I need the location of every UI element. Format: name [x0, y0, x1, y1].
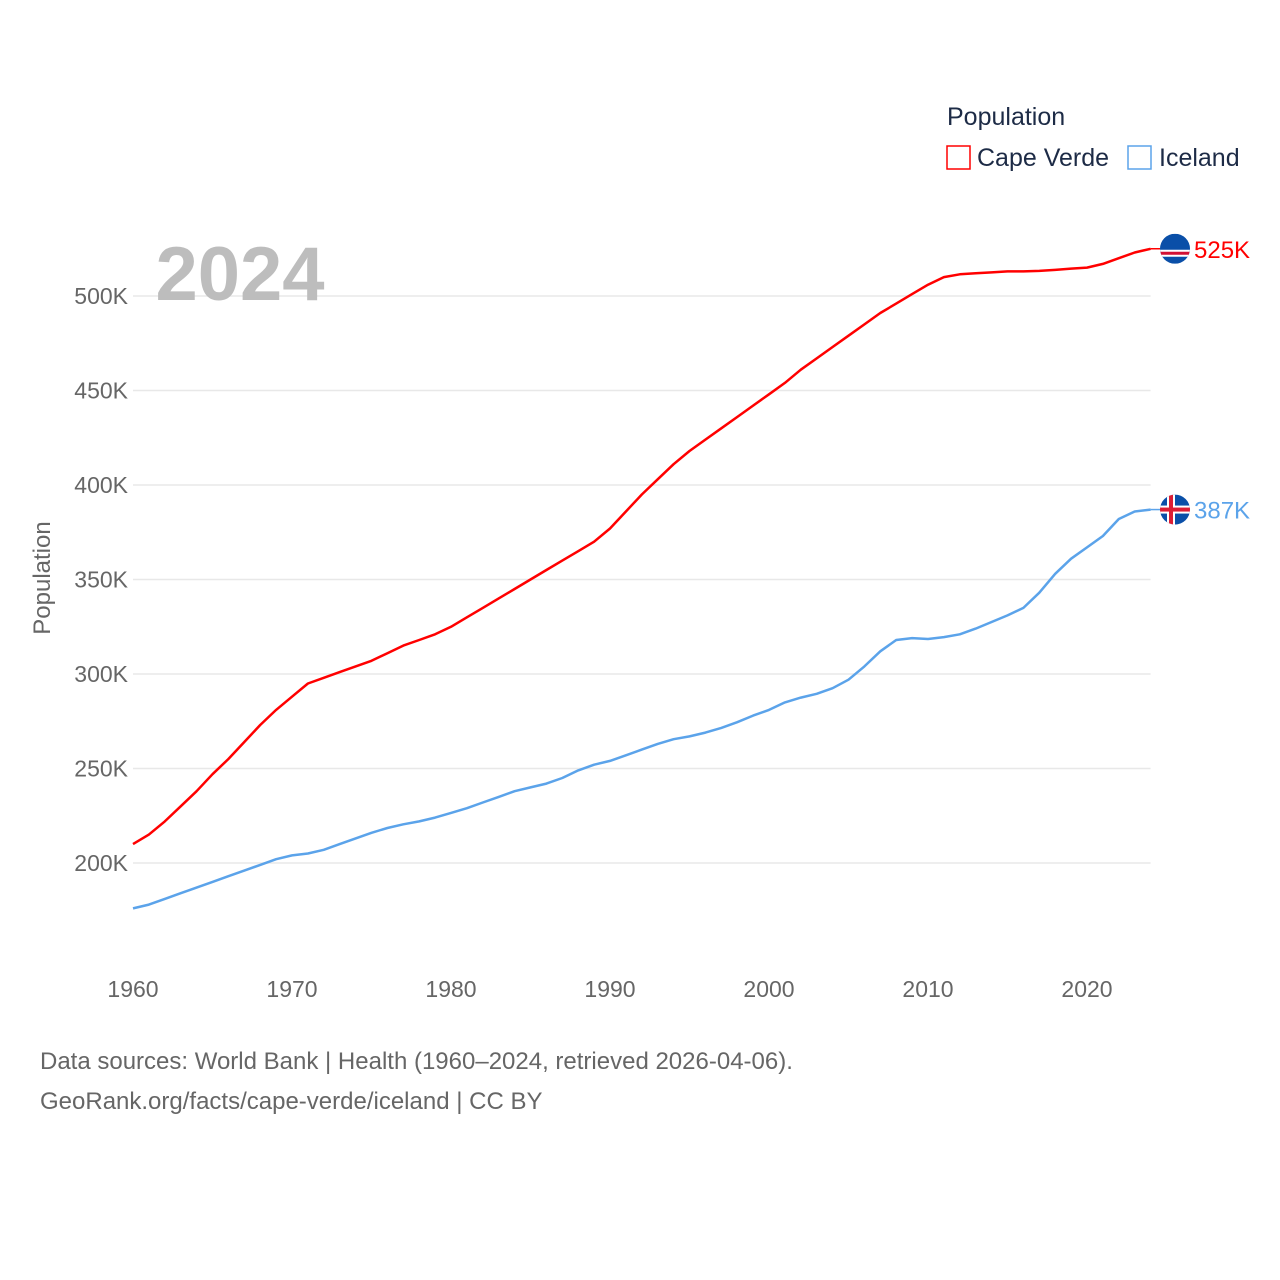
y-tick-label: 300K [74, 661, 128, 687]
iceland-flag-icon [1160, 494, 1190, 525]
legend-label-cape-verde[interactable]: Cape Verde [977, 144, 1109, 172]
x-tick-label: 2000 [743, 976, 794, 1002]
flag-stripe [1160, 251, 1190, 255]
legend-label-iceland[interactable]: Iceland [1159, 144, 1240, 172]
cape-verde-flag-icon [1160, 233, 1190, 264]
footer-attribution[interactable]: GeoRank.org/facts/cape-verde/iceland | C… [40, 1088, 542, 1115]
legend-title: Population [947, 103, 1065, 131]
x-tick-label: 2020 [1061, 976, 1112, 1002]
series-line-cape-verde[interactable] [132, 247, 1151, 846]
year-label: 2024 [155, 232, 324, 317]
y-tick-label: 400K [74, 472, 128, 498]
series-line-iceland[interactable] [132, 508, 1151, 910]
flag-body [1160, 494, 1190, 525]
flag-field [1160, 233, 1190, 264]
x-tick-label: 1970 [266, 976, 317, 1002]
x-tick-label: 1980 [425, 976, 476, 1002]
x-tick-label: 1990 [584, 976, 635, 1002]
footer-sources: Data sources: World Bank | Health (1960–… [40, 1048, 793, 1075]
legend-swatch-iceland[interactable] [1127, 145, 1152, 170]
flag-cross [1160, 507, 1190, 512]
y-tick-label: 500K [74, 283, 128, 309]
y-tick-label: 200K [74, 850, 128, 876]
legend: Population Cape Verde Iceland [946, 103, 1240, 172]
x-tick-label: 2010 [902, 976, 953, 1002]
y-tick-label: 450K [74, 378, 128, 404]
flag-cross [1169, 494, 1173, 525]
y-tick-label: 250K [74, 756, 128, 782]
flag-body [1160, 233, 1190, 264]
y-tick-label: 350K [74, 567, 128, 593]
legend-swatch-cape-verde[interactable] [946, 145, 971, 170]
end-value-label-iceland: 387K [1194, 498, 1250, 525]
x-tick-label: 1960 [107, 976, 158, 1002]
y-axis-label: Population [29, 521, 56, 634]
end-value-label-cape-verde: 525K [1194, 237, 1250, 264]
